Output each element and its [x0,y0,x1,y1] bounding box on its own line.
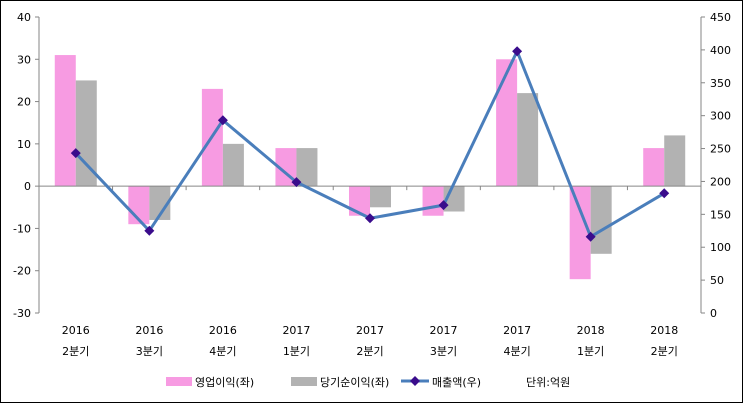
bar-operating-profit [349,186,370,216]
category-year-label: 2017 [503,324,531,337]
category-quarter-label: 4분기 [503,345,530,358]
revenue-point [144,225,155,236]
right-axis-tick-label: 450 [710,11,731,24]
category-year-label: 2017 [430,324,458,337]
category-quarter-label: 2분기 [356,345,383,358]
category-quarter-label: 2분기 [62,345,89,358]
category-quarter-label: 3분기 [136,345,163,358]
revenue-point [70,148,81,159]
bar-net-income [296,148,318,187]
revenue-point [365,213,375,224]
right-axis-tick-label: 150 [710,208,731,221]
bar-operating-profit [643,148,665,187]
legend-label-revenue: 매출액(우) [432,376,481,389]
left-axis-tick-label: -30 [13,307,31,320]
category-year-label: 2016 [209,324,237,337]
left-axis-tick-label: 0 [24,180,31,193]
bar-net-income [370,186,391,208]
left-axis-tick-label: -10 [13,222,31,235]
category-quarter-label: 4분기 [209,345,236,358]
bar-operating-profit [569,186,591,280]
revenue-point [291,177,302,188]
left-axis-tick-label: -20 [13,265,31,278]
legend-label-net-income: 당기순이익(좌) [320,376,389,389]
bar-operating-profit [496,59,518,187]
bar-net-income [222,143,244,187]
bar-operating-profit [54,55,76,187]
category-year-label: 2017 [282,324,310,337]
right-axis-tick-label: 50 [710,274,724,287]
legend-swatch-operating-profit [166,377,192,386]
category-year-label: 2017 [356,324,384,337]
bar-net-income [149,186,171,220]
bar-net-income [590,186,612,254]
right-axis-tick-label: 400 [710,44,731,57]
category-quarter-label: 3분기 [430,345,457,358]
revenue-point [217,115,228,126]
unit-note: 단위:억원 [526,376,570,389]
category-quarter-label: 1분기 [283,345,310,358]
category-year-label: 2016 [135,324,163,337]
right-axis-tick-label: 200 [710,175,731,188]
right-axis-tick-label: 0 [710,307,717,320]
revenue-point [512,46,523,57]
legend-swatch-net-income [291,377,317,386]
legend-label-operating-profit: 영업이익(좌) [195,376,254,389]
right-axis-tick-label: 300 [710,110,731,123]
left-axis-tick-label: 10 [17,138,31,151]
bar-operating-profit [422,186,444,216]
legend-marker-revenue [410,376,420,386]
right-axis-tick-label: 350 [710,77,731,90]
revenue-point [659,188,670,199]
category-quarter-label: 2분기 [651,345,678,358]
right-axis-tick-label: 250 [710,143,731,156]
category-year-label: 2018 [577,324,605,337]
bar-net-income [664,135,686,187]
category-quarter-label: 1분기 [577,345,604,358]
revenue-point [438,200,449,211]
left-axis-tick-label: 20 [17,96,31,109]
bar-net-income [517,93,539,187]
revenue-point [585,231,596,242]
right-axis-tick-label: 100 [710,241,731,254]
category-year-label: 2018 [650,324,678,337]
left-axis-tick-label: 30 [17,53,31,66]
left-axis-tick-label: 40 [17,11,31,24]
category-year-label: 2016 [62,324,90,337]
